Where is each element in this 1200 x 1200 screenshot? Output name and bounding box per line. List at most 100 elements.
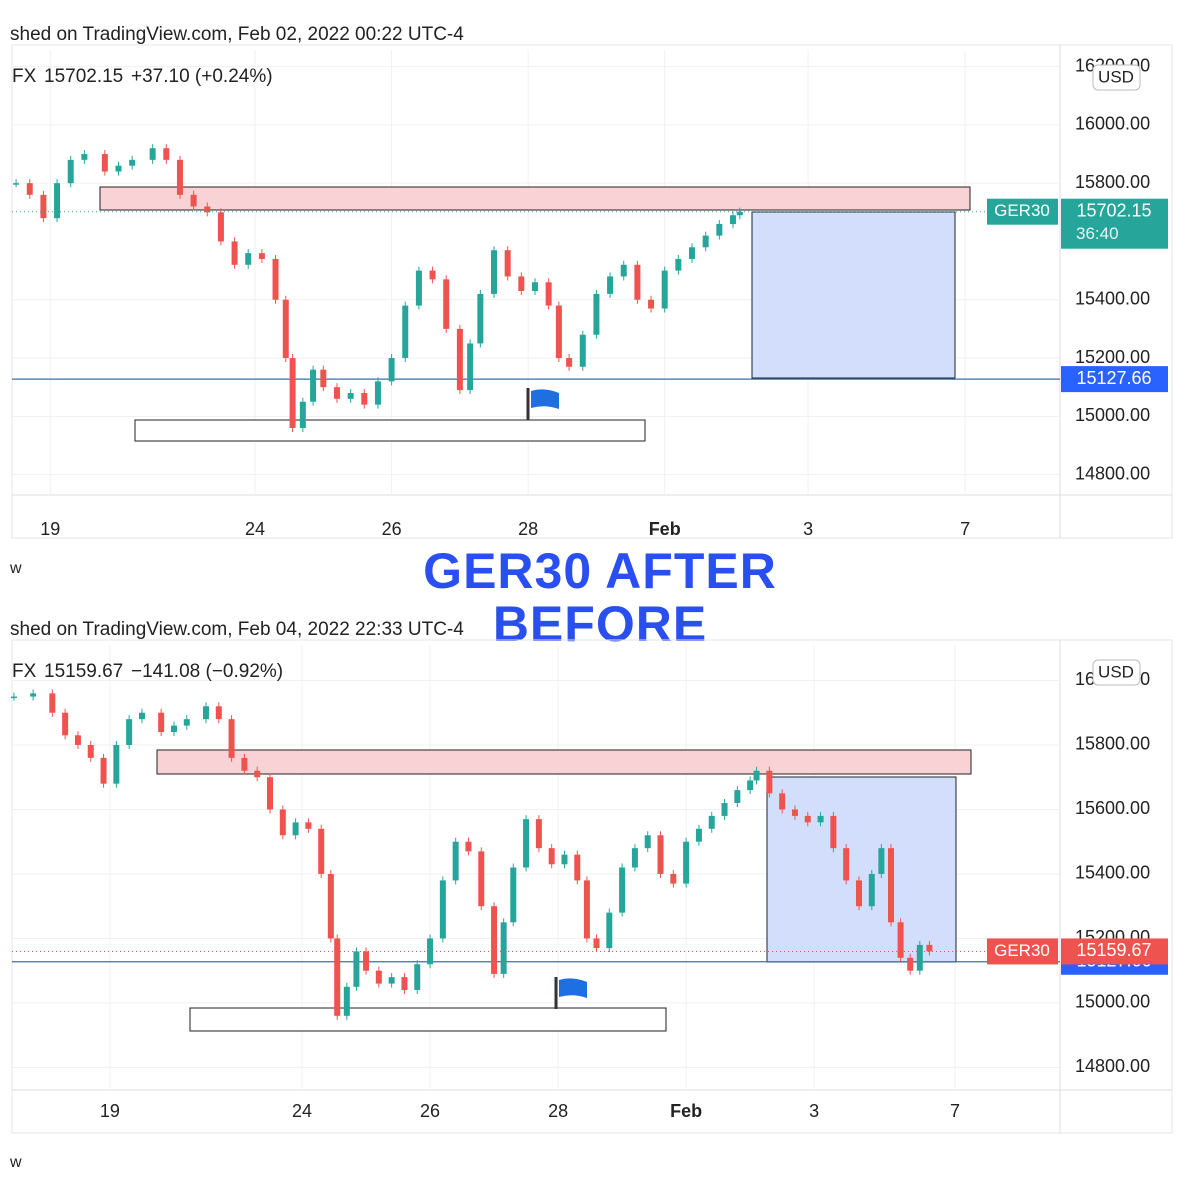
candle xyxy=(566,358,573,367)
candle xyxy=(49,693,56,713)
candle xyxy=(414,964,421,991)
candle xyxy=(878,848,885,874)
candle xyxy=(683,841,690,884)
x-tick-label: 7 xyxy=(960,519,970,539)
candle xyxy=(868,873,875,907)
candle xyxy=(215,706,222,720)
candle xyxy=(708,815,715,829)
symbol: FX xyxy=(12,661,37,682)
candle xyxy=(149,148,156,160)
candle xyxy=(67,159,74,184)
candle xyxy=(292,822,299,836)
candle xyxy=(504,250,511,277)
y-tick-label: 15400.00 xyxy=(1075,863,1150,883)
x-tick-label: 7 xyxy=(950,1101,960,1121)
candle xyxy=(115,165,122,172)
candle xyxy=(606,912,613,949)
candle xyxy=(401,977,408,991)
price: 15159.67 xyxy=(44,661,123,682)
candle xyxy=(272,258,279,300)
resistance-zone xyxy=(156,749,972,775)
candle xyxy=(258,253,265,259)
tag-name: GER30 xyxy=(994,941,1050,960)
x-tick-label: 19 xyxy=(40,519,60,539)
candle xyxy=(204,206,211,213)
x-tick-label: Feb xyxy=(670,1101,702,1121)
candle xyxy=(518,276,525,292)
candle xyxy=(81,154,88,160)
candle xyxy=(736,211,743,216)
candle xyxy=(327,873,334,939)
candle xyxy=(675,258,682,271)
price-line-tag xyxy=(1061,366,1168,393)
x-tick-label: 19 xyxy=(100,1101,120,1121)
candle xyxy=(843,848,850,881)
candle xyxy=(779,793,786,810)
candle xyxy=(334,938,341,1016)
candle xyxy=(54,183,61,219)
candle xyxy=(926,944,933,952)
x-tick-label: 3 xyxy=(803,519,813,539)
candle xyxy=(452,841,459,881)
change: −141.08 (−0.92%) xyxy=(131,661,283,682)
currency: USD xyxy=(1098,662,1134,681)
target-box xyxy=(766,776,957,963)
x-tick-label: 24 xyxy=(245,519,265,539)
candle xyxy=(87,744,94,758)
candle xyxy=(176,159,183,195)
candle xyxy=(631,848,638,868)
y-tick-label: 15600.00 xyxy=(1075,798,1150,818)
candle xyxy=(620,264,627,277)
candle xyxy=(228,719,235,758)
candle xyxy=(478,851,485,907)
candle xyxy=(13,183,20,185)
candle xyxy=(282,299,289,359)
candle xyxy=(245,253,252,265)
candle xyxy=(183,719,190,726)
candle xyxy=(361,393,368,405)
tag-name: GER30 xyxy=(994,201,1050,220)
candle xyxy=(158,712,165,733)
caption-line: BEFORE xyxy=(493,596,707,652)
change: +37.10 (+0.24%) xyxy=(131,66,273,87)
candle xyxy=(593,938,600,949)
candle xyxy=(343,986,350,1016)
candle xyxy=(443,279,450,329)
candle xyxy=(593,293,600,335)
candle xyxy=(607,276,614,294)
candle xyxy=(170,725,177,733)
currency: USD xyxy=(1098,67,1134,86)
candle xyxy=(548,848,555,865)
chart-frame xyxy=(11,639,1173,1134)
candle xyxy=(402,305,409,359)
y-tick-label: 15800.00 xyxy=(1075,172,1150,192)
candle xyxy=(583,880,590,939)
candle xyxy=(427,938,434,965)
tag-name-box xyxy=(987,198,1058,225)
x-tick-label: 28 xyxy=(518,519,538,539)
caption-line: GER30 AFTER xyxy=(423,543,777,599)
candle xyxy=(634,264,641,300)
x-tick-label: 26 xyxy=(382,519,402,539)
y-tick-label: 15800.00 xyxy=(1075,734,1150,754)
flag xyxy=(531,389,559,409)
candle xyxy=(353,951,360,987)
candle xyxy=(491,906,498,974)
support-box xyxy=(189,1007,667,1032)
candle xyxy=(320,369,327,388)
candle xyxy=(429,270,436,280)
candle xyxy=(753,770,760,781)
candle xyxy=(619,867,626,913)
candle xyxy=(477,293,484,344)
candle xyxy=(897,922,904,958)
tag-price: 15159.67 xyxy=(1076,940,1151,960)
candle xyxy=(231,241,238,265)
y-tick-label: 15400.00 xyxy=(1075,288,1150,308)
candle xyxy=(804,815,811,823)
candle xyxy=(523,819,530,868)
candle xyxy=(907,957,914,971)
candle xyxy=(734,790,741,804)
candle xyxy=(500,922,507,974)
y-tick-label: 16000.00 xyxy=(1075,114,1150,134)
